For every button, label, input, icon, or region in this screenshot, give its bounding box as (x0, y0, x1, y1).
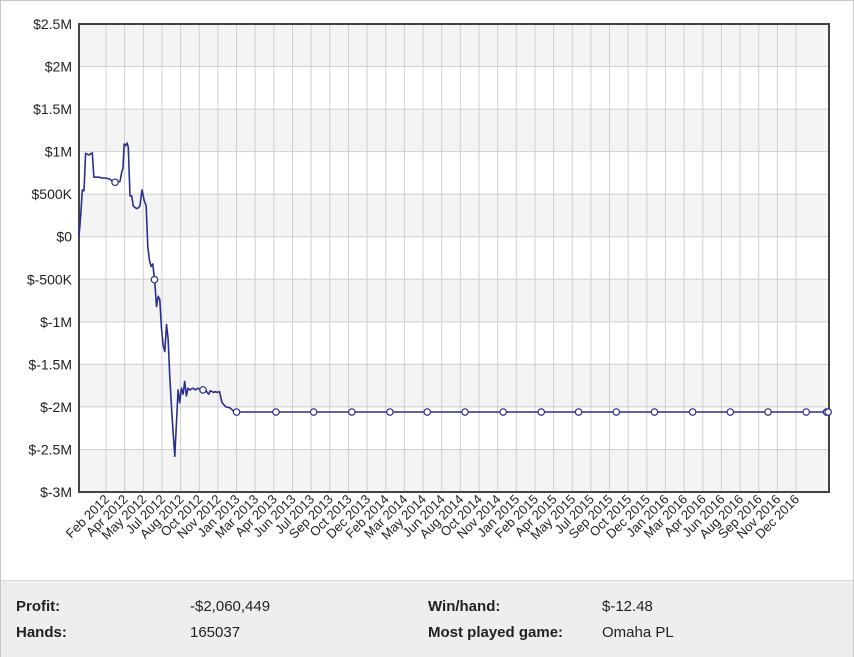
data-point-marker (461, 408, 469, 416)
plot-band (79, 449, 829, 492)
most-played-game-value: Omaha PL (602, 624, 674, 641)
plot-band (79, 24, 829, 67)
y-tick-label: $2.5M (33, 16, 72, 32)
y-tick-label: $500K (32, 186, 73, 202)
data-point-marker (612, 408, 621, 416)
y-tick-label: $1M (45, 144, 72, 160)
y-tick-label: $-3M (40, 484, 72, 500)
data-point-marker (688, 408, 697, 416)
plot-band (79, 194, 829, 237)
data-point-marker (199, 386, 207, 394)
data-point-marker (272, 408, 280, 416)
plot-border (78, 23, 830, 493)
y-tick-label: $-2.5M (28, 441, 72, 457)
y-tick-label: $2M (45, 59, 72, 75)
data-point-marker (386, 408, 394, 416)
win-per-hand-value: $-12.48 (602, 598, 653, 615)
plot-area (79, 24, 829, 492)
data-point-marker (650, 408, 659, 416)
data-point-marker (150, 275, 159, 284)
data-point-marker (764, 408, 772, 416)
data-point-marker (537, 408, 546, 416)
win-per-hand-label: Win/hand: (428, 598, 501, 615)
profit-label: Profit: (16, 598, 61, 615)
plot-band (79, 279, 829, 322)
profit-chart: $2.5M $2M $1.5M $1M $500K $0 $-500K $-1M $-1.5M $… (27, 16, 832, 542)
data-point-marker (348, 408, 356, 416)
y-tick-label: $-1.5M (28, 356, 72, 372)
data-point-marker (423, 408, 432, 416)
data-point-marker (574, 408, 583, 416)
y-tick-label: $1.5M (33, 101, 72, 117)
y-tick-label: $-1M (40, 314, 72, 330)
data-point-marker (499, 408, 507, 416)
y-tick-label: $-2M (40, 399, 72, 415)
hands-value: 165037 (190, 624, 241, 641)
stats-panel: Profit: -$2,060,449 Win/hand: $-12.48 Ha… (1, 580, 853, 657)
hands-label: Hands: (16, 624, 67, 641)
data-point-marker (309, 408, 318, 416)
data-point-marker (111, 178, 119, 187)
profit-value: -$2,060,449 (190, 598, 271, 615)
plot-band (79, 364, 829, 407)
y-tick-label: $-500K (27, 271, 73, 287)
data-point-marker (726, 408, 735, 416)
most-played-game-label: Most played game: (428, 624, 564, 641)
data-point-marker (824, 408, 832, 416)
y-tick-label: $0 (56, 229, 72, 245)
data-point-marker (232, 408, 241, 416)
data-point-marker (802, 408, 810, 416)
plot-band (79, 109, 829, 152)
